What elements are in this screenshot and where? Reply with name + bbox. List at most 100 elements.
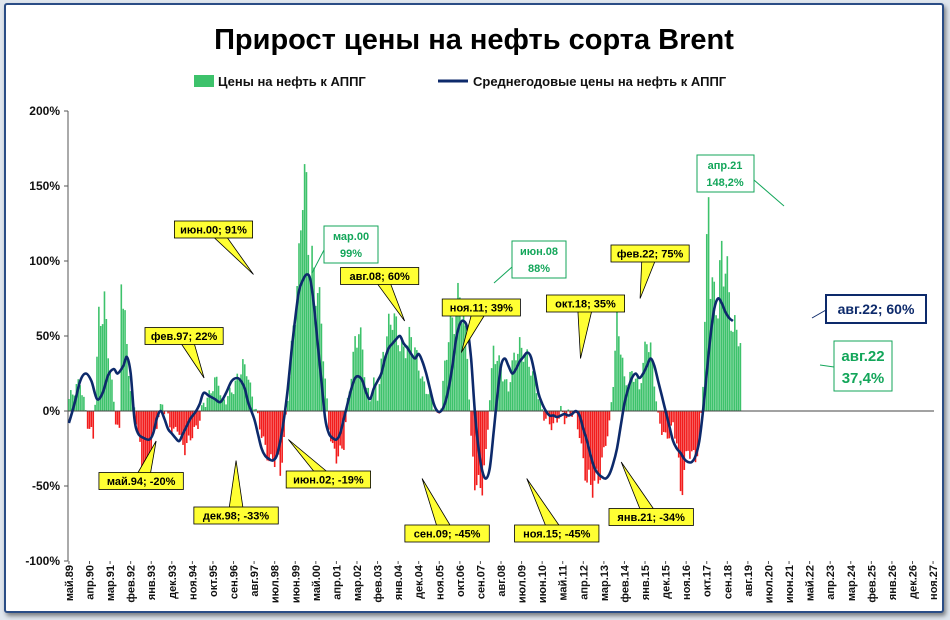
bar [292, 325, 295, 411]
bar [502, 381, 504, 411]
callout: ноя.15; -45% [514, 478, 600, 543]
bar [318, 287, 321, 411]
chart-canvas: Прирост цены на нефть сорта Brent Цены н… [25, 24, 940, 603]
callout-label: фев.22; 75% [617, 249, 684, 261]
bar [111, 379, 113, 411]
bar [487, 411, 489, 430]
bar [86, 411, 89, 429]
x-tick-label: июл.20 [763, 565, 775, 603]
bar [623, 376, 626, 411]
legend-bar-swatch [194, 75, 214, 87]
bar [230, 392, 233, 411]
bar [139, 411, 141, 442]
bar [597, 411, 600, 484]
bar [520, 347, 523, 411]
bar [618, 336, 620, 411]
bar [690, 411, 693, 452]
bar [127, 375, 130, 411]
bar [674, 411, 676, 439]
bar [109, 371, 111, 411]
bar [522, 361, 525, 411]
callout-label: авг.08; 60% [349, 271, 410, 283]
bar [414, 347, 416, 411]
bar [517, 353, 519, 411]
bar [737, 346, 740, 411]
bar [507, 391, 510, 411]
y-tick-label: 0% [43, 404, 61, 418]
bar [715, 315, 717, 411]
bar [326, 398, 328, 411]
x-tick-label: июн.10 [537, 565, 549, 603]
callout-box [144, 327, 224, 345]
bar [129, 391, 132, 411]
bar [412, 355, 414, 411]
bar [730, 330, 732, 411]
bar [468, 399, 470, 411]
bar [225, 404, 227, 411]
bar [96, 356, 98, 411]
last-line-label: авг.22; 60% [811, 294, 927, 324]
bar [113, 401, 115, 411]
bar [711, 277, 714, 411]
bar [483, 411, 485, 466]
bar [588, 411, 590, 470]
bar [197, 411, 199, 429]
bar [199, 411, 201, 421]
bar [228, 387, 231, 411]
bar [634, 378, 637, 411]
x-tick-label: май.00 [311, 565, 323, 601]
bar [369, 401, 371, 411]
bar [513, 352, 515, 411]
bar [492, 345, 495, 411]
x-tick-label: мар.13 [599, 565, 611, 601]
bar [475, 411, 478, 486]
callout-label: фев.97; 22% [151, 331, 218, 343]
bar [606, 411, 609, 437]
bar [294, 324, 297, 411]
bar [324, 378, 326, 411]
bar [503, 379, 506, 411]
bar [608, 411, 611, 421]
bar [329, 411, 332, 442]
bar [163, 411, 166, 415]
bar [395, 316, 398, 411]
bar [479, 411, 482, 489]
bar [391, 329, 394, 411]
bar [591, 411, 594, 498]
y-tick-label: -100% [25, 554, 60, 568]
bar [247, 379, 250, 411]
bar [92, 411, 95, 439]
bar [681, 411, 684, 496]
bar [344, 411, 347, 423]
bar [518, 337, 521, 411]
callout-label: май.94; -20% [107, 476, 176, 488]
bar [105, 319, 108, 411]
green-callout-mar00: мар.00 99% [311, 225, 379, 274]
bar [447, 342, 450, 411]
callout: сен.09; -45% [404, 478, 490, 543]
callout-label: окт.18; 35% [555, 299, 616, 311]
bar [255, 408, 257, 411]
x-tick-label: мар.24 [846, 564, 858, 601]
y-tick-label: 200% [29, 104, 60, 118]
callout: фев.97; 22% [144, 327, 224, 379]
avg-price-line [67, 273, 734, 480]
callout: июн.00; 91% [174, 220, 254, 275]
bar [249, 382, 252, 411]
bar [470, 411, 472, 436]
bar [488, 400, 491, 411]
bar [705, 234, 708, 411]
bar [387, 313, 390, 411]
bar [238, 378, 240, 411]
bar [83, 396, 85, 411]
bar [584, 411, 586, 481]
chart-frame: Прирост цены на нефть сорта Brent Цены н… [4, 3, 944, 613]
bar [724, 273, 727, 411]
green-callout-label: мар.00 [333, 231, 369, 243]
bar [320, 323, 323, 411]
bar [619, 354, 622, 411]
bar [423, 381, 426, 411]
bar [240, 374, 242, 411]
bar [455, 312, 457, 411]
bar [530, 375, 532, 411]
